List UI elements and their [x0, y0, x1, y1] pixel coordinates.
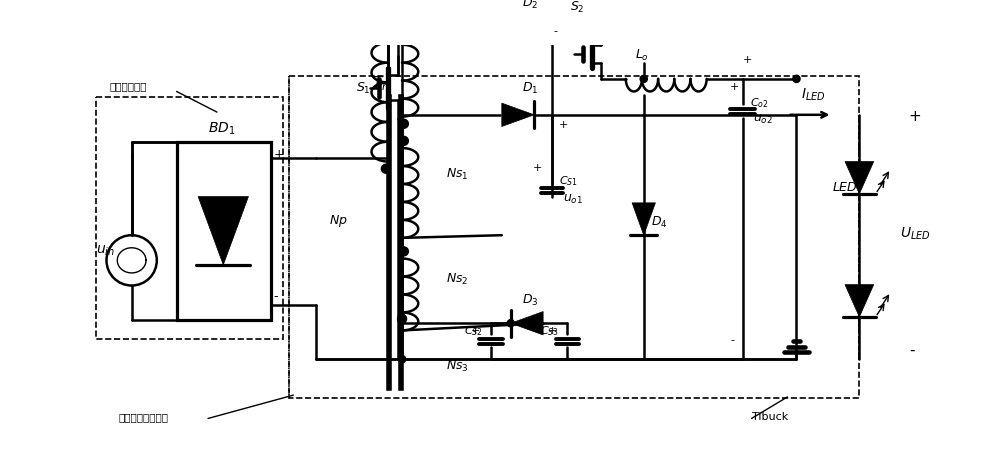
Text: +: + — [471, 326, 481, 336]
Text: $u_{o1}$: $u_{o1}$ — [563, 193, 583, 206]
Polygon shape — [502, 103, 534, 127]
Circle shape — [507, 320, 514, 327]
Polygon shape — [845, 285, 874, 317]
Bar — [177, 142, 271, 320]
Circle shape — [398, 314, 407, 323]
Text: $D_2$: $D_2$ — [522, 0, 539, 11]
Text: $Ns_3$: $Ns_3$ — [446, 359, 469, 374]
Text: +: + — [909, 109, 922, 124]
Circle shape — [399, 136, 408, 145]
Text: +: + — [558, 120, 568, 130]
Polygon shape — [632, 203, 655, 235]
Text: $D_4$: $D_4$ — [651, 215, 668, 230]
Text: +: + — [730, 82, 739, 92]
Text: +: + — [743, 54, 752, 65]
Text: $C_{S2}$: $C_{S2}$ — [464, 324, 483, 338]
Circle shape — [640, 75, 647, 83]
Text: $u_{in}$: $u_{in}$ — [96, 243, 115, 257]
Text: $BD_1$: $BD_1$ — [208, 121, 235, 137]
Text: $L_o$: $L_o$ — [635, 48, 649, 63]
Text: $Ns_1$: $Ns_1$ — [446, 167, 469, 182]
Polygon shape — [502, 15, 534, 39]
Text: 多路输出反激电路: 多路输出反激电路 — [118, 412, 168, 422]
Circle shape — [793, 75, 800, 83]
Circle shape — [381, 164, 390, 173]
Text: $U_{LED}$: $U_{LED}$ — [900, 226, 931, 242]
Text: +: + — [532, 163, 542, 173]
Text: $Ns_2$: $Ns_2$ — [446, 272, 469, 287]
Text: -: - — [554, 26, 558, 36]
Polygon shape — [511, 311, 543, 335]
Text: $u_{o2}$: $u_{o2}$ — [753, 113, 773, 126]
Text: $C_{o2}$: $C_{o2}$ — [750, 96, 768, 109]
Text: $S_2$: $S_2$ — [570, 0, 585, 15]
Polygon shape — [845, 162, 874, 194]
Text: $C_{S3}$: $C_{S3}$ — [540, 324, 559, 338]
Text: $I_{LED}$: $I_{LED}$ — [801, 87, 826, 103]
Text: $D_3$: $D_3$ — [522, 292, 539, 307]
Text: +: + — [548, 326, 557, 336]
Circle shape — [399, 247, 408, 256]
Text: $C_{S1}$: $C_{S1}$ — [559, 174, 578, 188]
Text: -: - — [909, 343, 914, 358]
Text: -: - — [730, 335, 734, 345]
Text: +: + — [274, 148, 284, 161]
Text: $Np$: $Np$ — [329, 213, 348, 229]
Text: -: - — [274, 290, 278, 303]
Text: $T_r$: $T_r$ — [372, 74, 388, 93]
Circle shape — [398, 23, 406, 30]
Text: $S_1$: $S_1$ — [356, 81, 371, 96]
Text: Tibuck: Tibuck — [752, 412, 788, 422]
Polygon shape — [198, 197, 248, 265]
Circle shape — [399, 119, 408, 128]
Text: 不控整流电路: 不控整流电路 — [109, 82, 147, 92]
Text: $LED$: $LED$ — [832, 181, 858, 194]
Circle shape — [398, 355, 406, 363]
Text: $D_1$: $D_1$ — [522, 81, 539, 96]
